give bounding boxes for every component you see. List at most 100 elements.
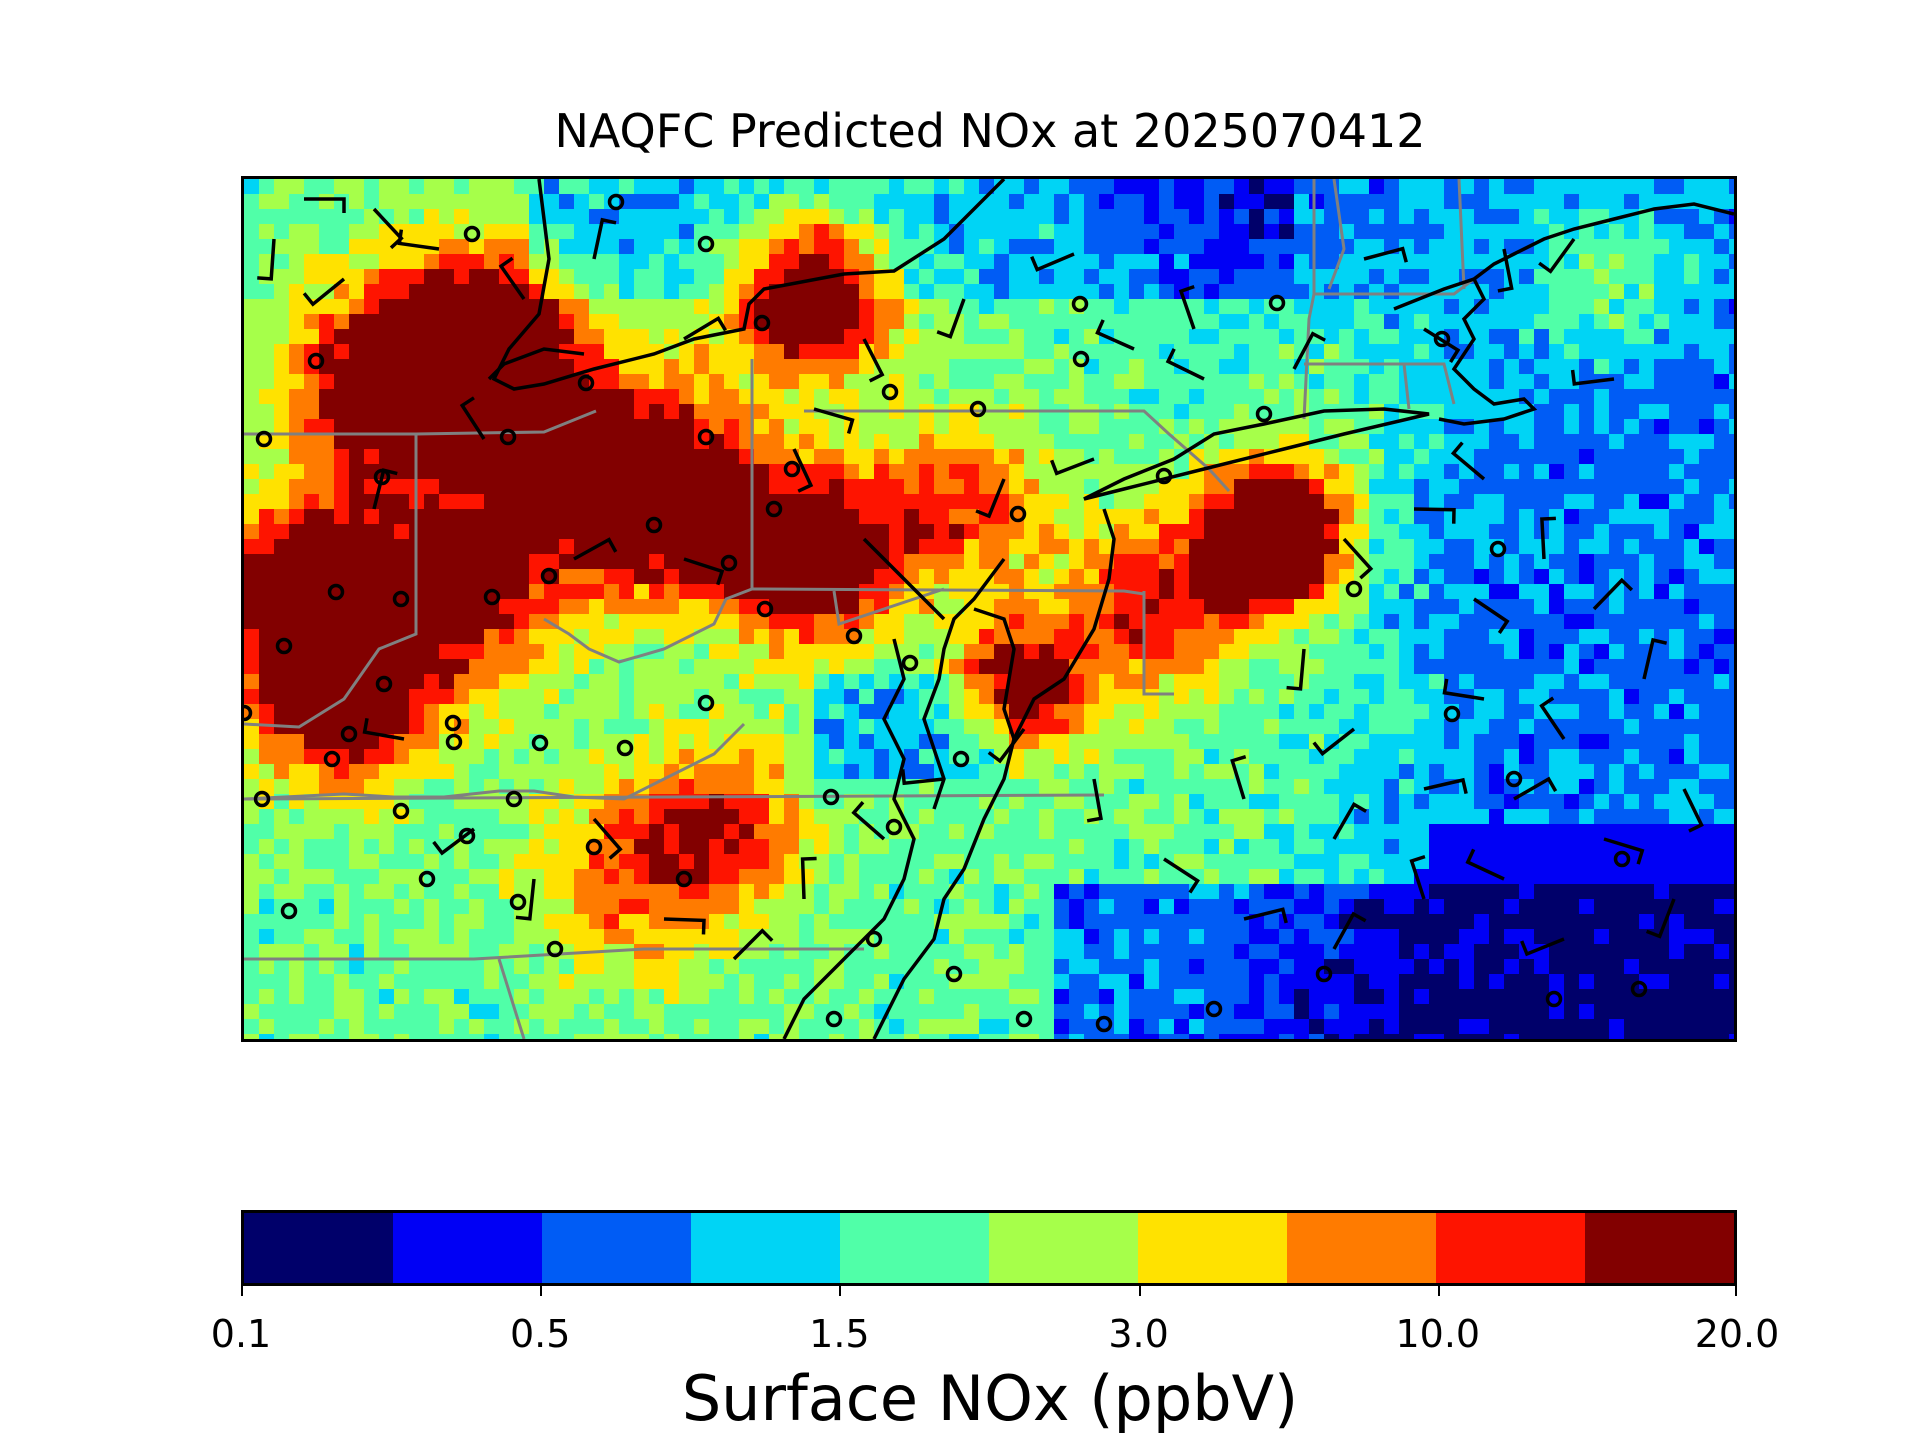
monitor-site-marker <box>952 750 970 768</box>
monitor-site-layer <box>244 193 1648 1033</box>
wind-barb <box>1538 237 1576 274</box>
monitor-site-marker <box>1155 467 1173 485</box>
state-boundary <box>244 793 1105 801</box>
wind-barb <box>1342 537 1374 580</box>
monitor-site-marker <box>1505 770 1523 788</box>
wind-barb <box>1363 246 1408 263</box>
monitor-site-marker <box>675 870 693 888</box>
wind-barb <box>1513 776 1558 801</box>
state-boundary <box>1327 179 1346 290</box>
monitor-site-marker <box>1205 1000 1223 1018</box>
monitor-site-marker <box>509 893 527 911</box>
wind-barb <box>1095 319 1135 351</box>
monitor-site-marker <box>499 428 517 446</box>
colorbar-bin <box>542 1213 691 1283</box>
monitor-site-marker <box>753 314 771 332</box>
colorbar-bin <box>393 1213 542 1283</box>
wind-barb <box>1465 848 1505 881</box>
wind-barb-layer <box>257 197 1704 961</box>
wind-barb <box>732 928 774 961</box>
colorbar-tick <box>1138 1284 1141 1296</box>
monitor-site-marker <box>418 870 436 888</box>
nox-field-layer <box>244 179 1734 1039</box>
monitor-site-marker <box>327 583 345 601</box>
state-boundary <box>1142 591 1174 696</box>
colorbar-bin <box>244 1213 393 1283</box>
wind-barb <box>975 478 1006 519</box>
wind-barb <box>1592 577 1634 611</box>
coastline-layer <box>487 179 1734 1039</box>
wind-barb <box>1165 348 1205 381</box>
monitor-site-marker <box>445 733 463 751</box>
wind-barb <box>1473 597 1510 634</box>
wind-barb <box>515 878 536 921</box>
colorbar <box>241 1210 1737 1286</box>
wind-barb <box>302 277 346 307</box>
colorbar-tick-label: 10.0 <box>1395 1312 1481 1356</box>
colorbar-tick <box>241 1284 243 1296</box>
wind-barb <box>592 217 617 260</box>
wind-barb <box>362 717 405 741</box>
colorbar-tick <box>1735 1284 1737 1296</box>
wind-barb <box>1086 778 1103 823</box>
wind-barb <box>936 298 966 339</box>
monitor-site-marker <box>244 704 253 722</box>
monitor-site-marker <box>1630 980 1648 998</box>
wind-barb <box>851 801 886 841</box>
colorbar-bin <box>840 1213 989 1283</box>
monitor-site-marker <box>1071 295 1089 313</box>
wind-barb <box>1312 727 1356 757</box>
wind-barb <box>1540 516 1556 560</box>
monitor-site-marker <box>546 940 564 958</box>
state-boundary <box>804 409 1231 493</box>
monitor-site-marker <box>1489 540 1507 558</box>
monitor-site-marker <box>756 600 774 618</box>
colorbar-bin <box>1287 1213 1436 1283</box>
state-boundary <box>497 958 526 1039</box>
wind-barb <box>1442 678 1485 701</box>
monitor-site-marker <box>645 516 663 534</box>
monitor-site-marker <box>577 374 595 392</box>
wind-barb <box>1520 937 1565 957</box>
wind-barb <box>1332 801 1367 840</box>
monitor-site-marker <box>1433 330 1451 348</box>
coastline <box>872 508 1116 1039</box>
wind-barb <box>573 537 618 561</box>
monitor-site-marker <box>945 965 963 983</box>
monitor-site-marker <box>969 400 987 418</box>
monitor-site-marker <box>885 818 903 836</box>
wind-barb <box>1642 637 1668 680</box>
monitor-site-marker <box>505 790 523 808</box>
monitor-site-marker <box>697 235 715 253</box>
colorbar-tick <box>839 1284 842 1296</box>
wind-barb <box>1332 911 1367 950</box>
monitor-site-marker <box>275 637 293 655</box>
monitor-site-marker <box>697 428 715 446</box>
wind-barb <box>1682 788 1704 833</box>
colorbar-bin <box>1436 1213 1585 1283</box>
colorbar-tick <box>1437 1284 1440 1296</box>
monitor-site-marker <box>585 838 603 856</box>
state-boundary <box>244 722 746 801</box>
state-boundary <box>1302 179 1316 420</box>
monitor-site-marker <box>1095 1015 1113 1033</box>
monitor-site-marker <box>1268 294 1286 312</box>
coastline <box>487 347 585 381</box>
wind-barb <box>862 338 885 383</box>
monitor-site-marker <box>373 468 391 486</box>
state-boundary <box>1314 277 1475 296</box>
colorbar-tick-label: 20.0 <box>1694 1312 1780 1356</box>
monitor-site-marker <box>253 790 271 808</box>
monitor-site-marker <box>825 1010 843 1028</box>
state-boundary <box>1457 179 1466 290</box>
monitor-site-marker <box>375 675 393 693</box>
wind-barb <box>901 769 945 786</box>
wind-barb <box>1450 441 1486 481</box>
wind-barb <box>663 917 706 935</box>
wind-barb <box>1178 284 1196 330</box>
state-boundary <box>1304 362 1456 405</box>
state-boundaries-layer <box>244 179 1475 1039</box>
map-title: NAQFC Predicted NOx at 2025070412 <box>554 104 1426 158</box>
monitor-site-marker <box>280 902 298 920</box>
